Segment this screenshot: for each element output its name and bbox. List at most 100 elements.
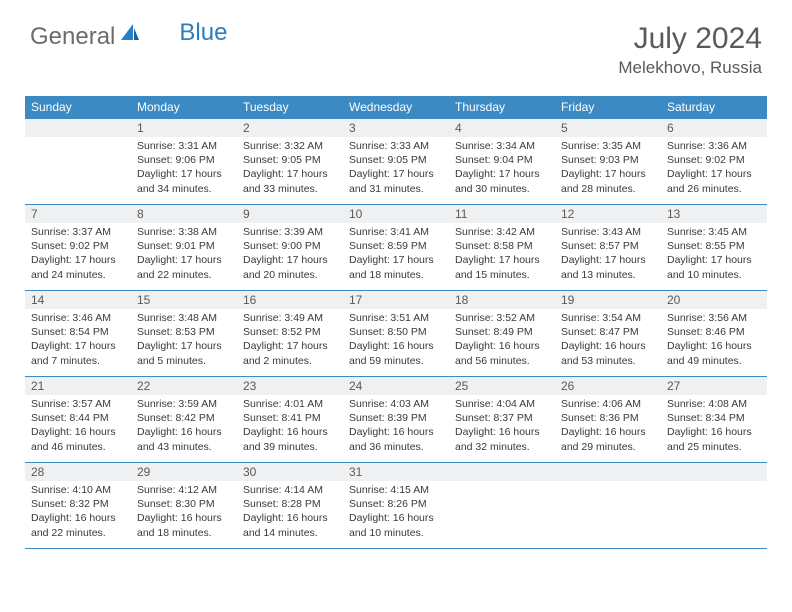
calendar-cell: 7Sunrise: 3:37 AMSunset: 9:02 PMDaylight… <box>25 205 131 291</box>
calendar-cell: 14Sunrise: 3:46 AMSunset: 8:54 PMDayligh… <box>25 291 131 377</box>
weekday-header: Monday <box>131 96 237 119</box>
day-d1: Daylight: 16 hours <box>243 425 337 439</box>
calendar-cell: 11Sunrise: 3:42 AMSunset: 8:58 PMDayligh… <box>449 205 555 291</box>
day-d2: and 31 minutes. <box>349 182 443 196</box>
day-ss: Sunset: 8:47 PM <box>561 325 655 339</box>
logo-text-general: General <box>30 23 115 51</box>
day-number: 12 <box>555 205 661 223</box>
day-sr: Sunrise: 3:33 AM <box>349 139 443 153</box>
day-ss: Sunset: 8:52 PM <box>243 325 337 339</box>
calendar-cell: 20Sunrise: 3:56 AMSunset: 8:46 PMDayligh… <box>661 291 767 377</box>
day-ss: Sunset: 9:01 PM <box>137 239 231 253</box>
day-d2: and 7 minutes. <box>31 354 125 368</box>
day-ss: Sunset: 8:37 PM <box>455 411 549 425</box>
day-d1: Daylight: 17 hours <box>137 253 231 267</box>
day-details: Sunrise: 3:33 AMSunset: 9:05 PMDaylight:… <box>343 137 449 200</box>
day-details: Sunrise: 3:31 AMSunset: 9:06 PMDaylight:… <box>131 137 237 200</box>
day-ss: Sunset: 9:00 PM <box>243 239 337 253</box>
logo: General Blue <box>30 22 227 51</box>
day-ss: Sunset: 8:59 PM <box>349 239 443 253</box>
day-ss: Sunset: 8:30 PM <box>137 497 231 511</box>
day-d2: and 56 minutes. <box>455 354 549 368</box>
day-sr: Sunrise: 4:01 AM <box>243 397 337 411</box>
day-ss: Sunset: 8:44 PM <box>31 411 125 425</box>
day-sr: Sunrise: 3:43 AM <box>561 225 655 239</box>
calendar-cell: 22Sunrise: 3:59 AMSunset: 8:42 PMDayligh… <box>131 377 237 463</box>
day-d1: Daylight: 17 hours <box>561 167 655 181</box>
day-d1: Daylight: 16 hours <box>455 339 549 353</box>
empty-daynum <box>449 463 555 481</box>
day-d1: Daylight: 16 hours <box>455 425 549 439</box>
day-number: 20 <box>661 291 767 309</box>
day-details: Sunrise: 4:06 AMSunset: 8:36 PMDaylight:… <box>555 395 661 458</box>
empty-daynum <box>555 463 661 481</box>
day-d2: and 22 minutes. <box>31 526 125 540</box>
day-d1: Daylight: 16 hours <box>667 425 761 439</box>
day-number: 18 <box>449 291 555 309</box>
calendar-cell: 9Sunrise: 3:39 AMSunset: 9:00 PMDaylight… <box>237 205 343 291</box>
day-sr: Sunrise: 3:59 AM <box>137 397 231 411</box>
day-ss: Sunset: 8:46 PM <box>667 325 761 339</box>
calendar-cell: 3Sunrise: 3:33 AMSunset: 9:05 PMDaylight… <box>343 119 449 205</box>
day-d2: and 15 minutes. <box>455 268 549 282</box>
day-sr: Sunrise: 3:41 AM <box>349 225 443 239</box>
day-details: Sunrise: 3:59 AMSunset: 8:42 PMDaylight:… <box>131 395 237 458</box>
title-block: July 2024 Melekhovo, Russia <box>618 22 762 78</box>
calendar-cell: 29Sunrise: 4:12 AMSunset: 8:30 PMDayligh… <box>131 463 237 549</box>
day-d2: and 10 minutes. <box>667 268 761 282</box>
day-number: 9 <box>237 205 343 223</box>
day-details: Sunrise: 3:45 AMSunset: 8:55 PMDaylight:… <box>661 223 767 286</box>
calendar-cell <box>555 463 661 549</box>
day-details: Sunrise: 3:46 AMSunset: 8:54 PMDaylight:… <box>25 309 131 372</box>
day-d2: and 22 minutes. <box>137 268 231 282</box>
day-d1: Daylight: 17 hours <box>243 167 337 181</box>
day-ss: Sunset: 8:50 PM <box>349 325 443 339</box>
day-d2: and 29 minutes. <box>561 440 655 454</box>
calendar-cell: 2Sunrise: 3:32 AMSunset: 9:05 PMDaylight… <box>237 119 343 205</box>
calendar-cell: 23Sunrise: 4:01 AMSunset: 8:41 PMDayligh… <box>237 377 343 463</box>
day-d1: Daylight: 16 hours <box>137 425 231 439</box>
day-details: Sunrise: 3:57 AMSunset: 8:44 PMDaylight:… <box>25 395 131 458</box>
weekday-header: Tuesday <box>237 96 343 119</box>
sail-icon <box>119 22 141 51</box>
day-sr: Sunrise: 3:42 AM <box>455 225 549 239</box>
day-number: 23 <box>237 377 343 395</box>
day-d2: and 53 minutes. <box>561 354 655 368</box>
day-sr: Sunrise: 4:04 AM <box>455 397 549 411</box>
day-d2: and 2 minutes. <box>243 354 337 368</box>
day-sr: Sunrise: 3:36 AM <box>667 139 761 153</box>
day-details: Sunrise: 3:37 AMSunset: 9:02 PMDaylight:… <box>25 223 131 286</box>
day-details: Sunrise: 3:34 AMSunset: 9:04 PMDaylight:… <box>449 137 555 200</box>
calendar-cell <box>25 119 131 205</box>
day-details: Sunrise: 4:04 AMSunset: 8:37 PMDaylight:… <box>449 395 555 458</box>
day-sr: Sunrise: 4:03 AM <box>349 397 443 411</box>
day-number: 31 <box>343 463 449 481</box>
day-ss: Sunset: 8:39 PM <box>349 411 443 425</box>
day-details: Sunrise: 4:14 AMSunset: 8:28 PMDaylight:… <box>237 481 343 544</box>
day-number: 19 <box>555 291 661 309</box>
day-ss: Sunset: 8:57 PM <box>561 239 655 253</box>
calendar-cell: 13Sunrise: 3:45 AMSunset: 8:55 PMDayligh… <box>661 205 767 291</box>
day-d1: Daylight: 16 hours <box>561 339 655 353</box>
day-d1: Daylight: 16 hours <box>243 511 337 525</box>
day-sr: Sunrise: 3:45 AM <box>667 225 761 239</box>
day-number: 5 <box>555 119 661 137</box>
calendar-week-row: 28Sunrise: 4:10 AMSunset: 8:32 PMDayligh… <box>25 463 767 549</box>
header: General Blue July 2024 Melekhovo, Russia <box>0 0 792 86</box>
calendar-cell: 5Sunrise: 3:35 AMSunset: 9:03 PMDaylight… <box>555 119 661 205</box>
day-ss: Sunset: 8:36 PM <box>561 411 655 425</box>
day-d2: and 30 minutes. <box>455 182 549 196</box>
day-d2: and 32 minutes. <box>455 440 549 454</box>
day-ss: Sunset: 9:05 PM <box>243 153 337 167</box>
day-number: 22 <box>131 377 237 395</box>
day-ss: Sunset: 8:53 PM <box>137 325 231 339</box>
day-ss: Sunset: 9:03 PM <box>561 153 655 167</box>
day-sr: Sunrise: 4:08 AM <box>667 397 761 411</box>
calendar-week-row: 7Sunrise: 3:37 AMSunset: 9:02 PMDaylight… <box>25 205 767 291</box>
day-number: 17 <box>343 291 449 309</box>
day-d1: Daylight: 16 hours <box>137 511 231 525</box>
day-details: Sunrise: 3:49 AMSunset: 8:52 PMDaylight:… <box>237 309 343 372</box>
day-d2: and 34 minutes. <box>137 182 231 196</box>
day-sr: Sunrise: 3:32 AM <box>243 139 337 153</box>
day-number: 13 <box>661 205 767 223</box>
